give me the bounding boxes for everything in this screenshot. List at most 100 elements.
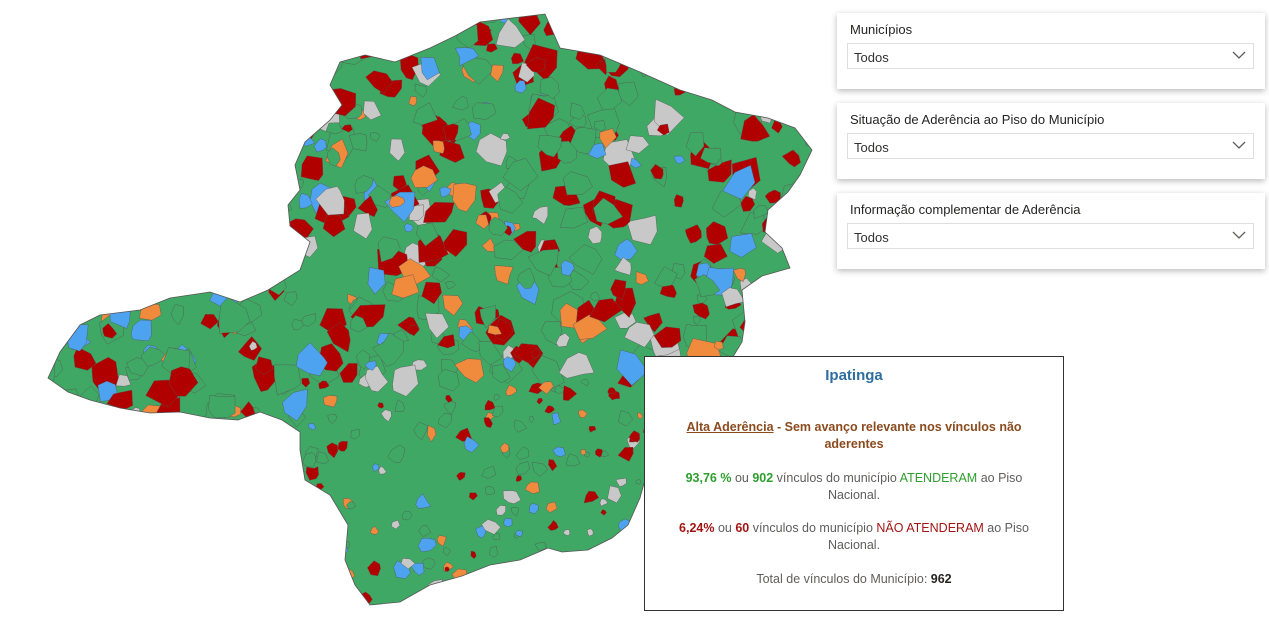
municipality-shape[interactable] bbox=[494, 265, 514, 285]
municipality-shape[interactable] bbox=[455, 602, 471, 618]
municipality-shape[interactable] bbox=[545, 592, 554, 601]
municipality-shape[interactable] bbox=[164, 248, 181, 270]
municipality-shape[interactable] bbox=[117, 60, 133, 73]
municipality-shape[interactable] bbox=[254, 59, 278, 81]
municipality-shape[interactable] bbox=[53, 429, 75, 445]
municipality-shape[interactable] bbox=[164, 201, 182, 220]
municipality-shape[interactable] bbox=[251, 44, 285, 75]
municipality-shape[interactable] bbox=[798, 296, 810, 306]
municipality-shape[interactable] bbox=[121, 526, 146, 560]
municipality-shape[interactable] bbox=[112, 435, 133, 454]
municipality-shape[interactable] bbox=[134, 243, 166, 268]
municipality-shape[interactable] bbox=[63, 10, 97, 39]
municipality-shape[interactable] bbox=[167, 450, 179, 462]
municipality-shape[interactable] bbox=[198, 452, 225, 472]
municipality-shape[interactable] bbox=[485, 486, 496, 496]
municipality-shape[interactable] bbox=[595, 448, 604, 458]
municipality-shape[interactable] bbox=[562, 385, 578, 401]
municipality-shape[interactable] bbox=[573, 602, 581, 609]
municipality-shape[interactable] bbox=[392, 364, 419, 397]
municipality-shape[interactable] bbox=[515, 461, 531, 475]
municipality-shape[interactable] bbox=[570, 17, 585, 31]
municipality-shape[interactable] bbox=[299, 313, 317, 327]
municipality-shape[interactable] bbox=[475, 133, 508, 167]
municipality-shape[interactable] bbox=[238, 336, 262, 361]
municipality-shape[interactable] bbox=[68, 441, 87, 460]
municipality-shape[interactable] bbox=[437, 368, 460, 392]
municipality-shape[interactable] bbox=[195, 192, 219, 214]
municipality-shape[interactable] bbox=[37, 491, 63, 517]
municipality-shape[interactable] bbox=[290, 123, 313, 140]
municipality-shape[interactable] bbox=[126, 116, 158, 144]
municipality-shape[interactable] bbox=[544, 405, 555, 414]
municipality-shape[interactable] bbox=[211, 544, 235, 568]
municipality-shape[interactable] bbox=[559, 206, 589, 229]
municipality-shape[interactable] bbox=[154, 262, 177, 286]
municipality-shape[interactable] bbox=[48, 436, 78, 461]
chevron-down-icon[interactable] bbox=[1231, 137, 1247, 153]
municipality-shape[interactable] bbox=[570, 102, 586, 120]
municipality-shape[interactable] bbox=[59, 110, 88, 140]
municipality-shape[interactable] bbox=[102, 323, 118, 339]
municipality-shape[interactable] bbox=[492, 533, 501, 541]
chevron-down-icon[interactable] bbox=[1231, 227, 1247, 243]
municipality-shape[interactable] bbox=[35, 567, 59, 591]
municipality-shape[interactable] bbox=[503, 517, 513, 528]
municipality-shape[interactable] bbox=[745, 288, 760, 299]
municipality-shape[interactable] bbox=[282, 388, 308, 422]
municipality-shape[interactable] bbox=[236, 470, 274, 502]
municipality-shape[interactable] bbox=[207, 585, 238, 616]
municipality-shape[interactable] bbox=[618, 410, 633, 427]
municipality-shape[interactable] bbox=[262, 532, 289, 557]
municipality-shape[interactable] bbox=[451, 95, 469, 111]
municipality-shape[interactable] bbox=[268, 420, 287, 437]
municipality-shape[interactable] bbox=[35, 509, 59, 537]
municipality-shape[interactable] bbox=[540, 321, 562, 346]
municipality-shape[interactable] bbox=[803, 189, 816, 202]
municipality-shape[interactable] bbox=[618, 81, 639, 107]
municipality-shape[interactable] bbox=[54, 237, 83, 268]
municipality-shape[interactable] bbox=[421, 11, 442, 36]
municipality-shape[interactable] bbox=[753, 205, 769, 219]
municipality-shape[interactable] bbox=[152, 281, 171, 300]
municipality-shape[interactable] bbox=[420, 557, 436, 570]
municipality-shape[interactable] bbox=[614, 238, 638, 261]
municipality-shape[interactable] bbox=[300, 9, 330, 33]
situacao-dropdown[interactable]: Todos bbox=[847, 133, 1254, 159]
municipality-shape[interactable] bbox=[403, 223, 414, 233]
municipality-shape[interactable] bbox=[492, 564, 507, 581]
municipality-shape[interactable] bbox=[282, 496, 301, 519]
municipality-shape[interactable] bbox=[516, 446, 530, 460]
municipality-shape[interactable] bbox=[552, 446, 566, 458]
municipality-shape[interactable] bbox=[511, 507, 520, 517]
municipality-shape[interactable] bbox=[131, 460, 151, 481]
municipality-shape[interactable] bbox=[568, 244, 603, 275]
municipality-shape[interactable] bbox=[305, 466, 319, 481]
municipality-shape[interactable] bbox=[372, 463, 380, 472]
municipality-shape[interactable] bbox=[286, 488, 318, 522]
municipality-shape[interactable] bbox=[387, 444, 406, 464]
municipality-shape[interactable] bbox=[475, 214, 489, 230]
municipality-shape[interactable] bbox=[378, 465, 387, 475]
municipality-shape[interactable] bbox=[179, 104, 205, 130]
municipality-shape[interactable] bbox=[124, 565, 152, 599]
municipality-shape[interactable] bbox=[495, 505, 507, 516]
municipality-shape[interactable] bbox=[337, 441, 348, 452]
municipality-shape[interactable] bbox=[527, 97, 556, 130]
municipality-shape[interactable] bbox=[218, 297, 251, 334]
municipality-shape[interactable] bbox=[461, 330, 485, 353]
municipality-shape[interactable] bbox=[721, 287, 746, 308]
municipality-shape[interactable] bbox=[194, 441, 218, 465]
municipality-shape[interactable] bbox=[283, 291, 298, 306]
municipality-shape[interactable] bbox=[156, 223, 175, 244]
municipality-shape[interactable] bbox=[578, 579, 598, 598]
municipality-shape[interactable] bbox=[391, 274, 420, 299]
municipality-shape[interactable] bbox=[565, 565, 575, 575]
municipality-shape[interactable] bbox=[718, 38, 748, 69]
municipality-shape[interactable] bbox=[55, 388, 81, 414]
municipality-shape[interactable] bbox=[433, 26, 450, 41]
municipality-shape[interactable] bbox=[615, 477, 627, 487]
municipality-shape[interactable] bbox=[168, 100, 194, 122]
municipality-shape[interactable] bbox=[583, 490, 599, 504]
municipality-shape[interactable] bbox=[491, 405, 504, 418]
